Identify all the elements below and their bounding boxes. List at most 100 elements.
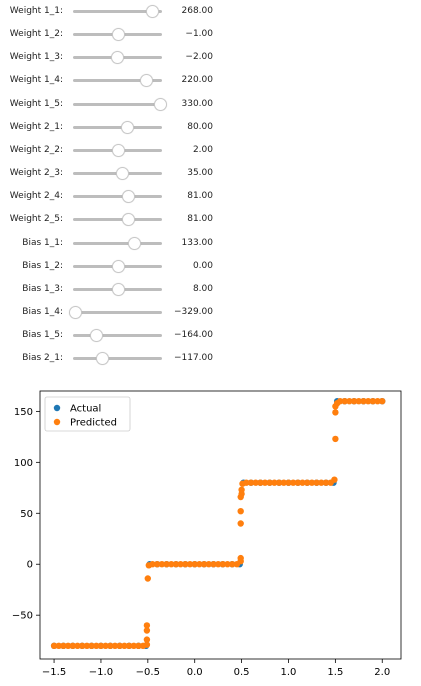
slider-thumb[interactable] [139, 74, 153, 88]
slider-track[interactable] [73, 28, 162, 42]
predicted-point [210, 561, 217, 568]
legend-label: Predicted [70, 418, 117, 429]
slider-thumb[interactable] [110, 51, 124, 65]
predicted-point [168, 561, 175, 568]
slider-thumb[interactable] [154, 97, 168, 111]
predicted-point [88, 642, 95, 649]
predicted-point [177, 561, 184, 568]
slider-value: 268.00 [181, 6, 214, 16]
x-tick-label: 0.0 [187, 667, 203, 678]
slider-track[interactable] [73, 352, 162, 366]
slider-value: −329.00 [173, 306, 213, 317]
predicted-point [60, 642, 67, 649]
predicted-point [238, 486, 245, 493]
x-tick-label: −0.5 [136, 667, 160, 678]
slider-label: Weight 2_4: [9, 191, 63, 202]
y-tick-label: 0 [27, 560, 33, 571]
slider-value: 2.00 [192, 144, 213, 155]
slider-row: Bias 1_3: 8.00 [0, 279, 421, 299]
slider-thumb[interactable] [122, 213, 136, 227]
slider-track[interactable] [73, 259, 162, 273]
predicted-point [163, 561, 170, 568]
predicted-point [196, 561, 203, 568]
slider-thumb[interactable] [112, 143, 126, 157]
slider-label: Bias 1_2: [22, 260, 63, 271]
predicted-point [74, 642, 81, 649]
slider-row: Bias 1_5: −164.00 [0, 325, 421, 345]
slider-thumb[interactable] [128, 236, 142, 250]
slider-track[interactable] [73, 190, 162, 204]
predicted-point [149, 561, 156, 568]
slider-thumb[interactable] [146, 5, 160, 18]
slider-thumb[interactable] [96, 352, 110, 366]
scatter-chart-svg: −1.5 −1.0 −0.5 0.0 0.5 1.0 1.5 2.0 −50 0 50 100 150 A… [12, 390, 402, 678]
predicted-point [143, 641, 151, 648]
slider-label: Weight 2_3: [9, 168, 63, 179]
slider-row: Weight 2_4: 81.00 [0, 186, 421, 206]
predicted-point [144, 575, 151, 582]
slider-track[interactable] [73, 51, 162, 65]
slider-label: Bias 1_3: [22, 283, 63, 294]
slider-track[interactable] [73, 5, 162, 18]
predicted-point [69, 642, 77, 649]
legend-box [44, 396, 131, 432]
slider-thumb[interactable] [115, 167, 129, 181]
slider-thumb[interactable] [111, 28, 125, 42]
predicted-point [261, 479, 269, 486]
slider-label: Weight 2_1: [9, 121, 63, 132]
predicted-point [93, 642, 100, 649]
predicted-point [111, 642, 119, 649]
slider-thumb[interactable] [121, 120, 135, 134]
predicted-point [332, 409, 339, 416]
slider-label: Weight 2_2: [9, 144, 63, 155]
predicted-point [318, 479, 325, 486]
slider-row: Bias 1_2: 0.00 [0, 256, 421, 276]
slider-thumb[interactable] [111, 259, 125, 273]
slider-row: Weight 2_5: 81.00 [0, 209, 421, 229]
predicted-point [229, 561, 236, 568]
predicted-point [275, 479, 283, 486]
slider-track[interactable] [73, 143, 162, 157]
predicted-point [332, 435, 339, 443]
predicted-point [135, 642, 142, 649]
slider-thumb[interactable] [68, 305, 82, 319]
predicted-point [143, 627, 151, 634]
predicted-point [55, 642, 62, 649]
x-tick-label: 1.0 [281, 667, 297, 678]
slider-track[interactable] [73, 97, 168, 111]
slider-value: 330.00 [181, 98, 214, 109]
slider-row: Weight 2_3: 35.00 [0, 163, 421, 183]
predicted-point [290, 479, 297, 486]
predicted-point [64, 642, 72, 649]
slider-track[interactable] [73, 167, 162, 181]
slider-track[interactable] [73, 329, 162, 343]
slider-track[interactable] [73, 282, 162, 296]
slider-row: Weight 1_5: 330.00 [0, 94, 421, 114]
predicted-point [130, 642, 137, 649]
predicted-point [350, 398, 358, 405]
slider-value: −164.00 [173, 330, 213, 341]
predicted-point [322, 479, 330, 486]
slider-label: Bias 1_4: [22, 306, 63, 317]
slider-thumb[interactable] [90, 329, 104, 343]
predicted-point [172, 561, 180, 568]
slider-value: 81.00 [187, 191, 213, 202]
slider-track[interactable] [73, 213, 162, 227]
slider-track[interactable] [73, 236, 162, 250]
predicted-point [257, 479, 264, 486]
slider-value: 0.00 [192, 260, 213, 271]
slider-track[interactable] [73, 74, 162, 88]
slider-label: Bias 1_5: [22, 330, 63, 341]
slider-track[interactable] [68, 305, 162, 319]
predicted-point [374, 398, 381, 405]
predicted-point [243, 479, 250, 486]
predicted-point [266, 479, 273, 486]
x-tick-label: 2.0 [374, 667, 390, 678]
slider-value: 80.00 [187, 121, 213, 132]
slider-value: 133.00 [181, 237, 214, 248]
slider-thumb[interactable] [112, 282, 126, 296]
slider-track[interactable] [73, 120, 162, 134]
slider-thumb[interactable] [122, 190, 136, 204]
x-tick-label: 0.5 [234, 667, 250, 678]
predicted-point [143, 622, 151, 629]
